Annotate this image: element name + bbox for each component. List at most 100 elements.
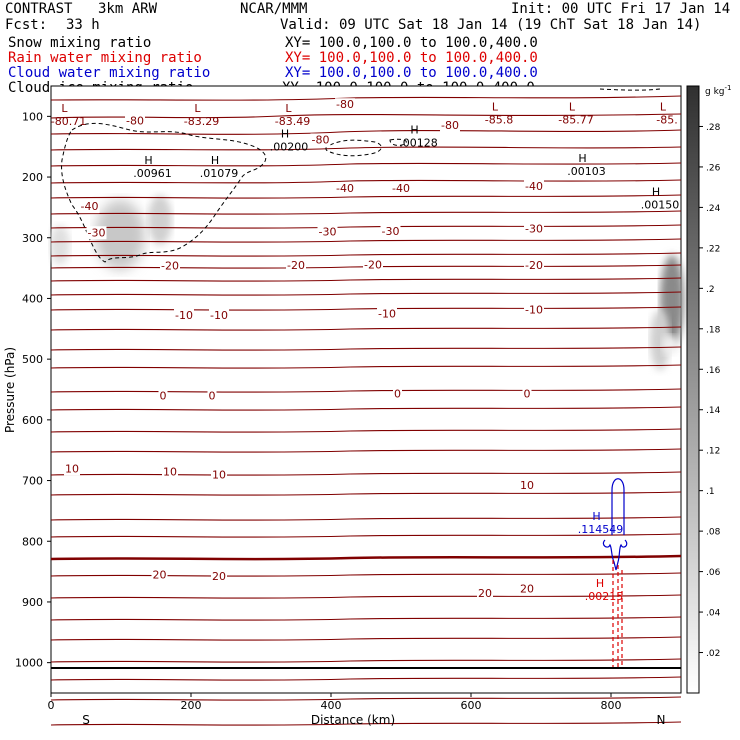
cloud-water-maximum-value: .114549 bbox=[578, 523, 624, 536]
temperature-contour-label: -20 bbox=[287, 259, 305, 272]
ice-maximum-letter: H bbox=[211, 154, 219, 167]
snow-shading bbox=[662, 335, 678, 355]
colorbar-tick-label: .06 bbox=[706, 568, 721, 578]
temperature-contour-label: 20 bbox=[520, 583, 534, 596]
temperature-contour-label: -80 bbox=[126, 115, 144, 128]
temperature-contour-label: 10 bbox=[520, 479, 534, 492]
ice-maximum-value: .01079 bbox=[200, 167, 239, 180]
temperature-contour-label: 20 bbox=[212, 570, 226, 583]
y-axis-title: Pressure (hPa) bbox=[3, 347, 17, 433]
field-cloudwater-name: Cloud water mixing ratio bbox=[8, 65, 211, 81]
x-end-label-south: S bbox=[82, 713, 90, 727]
temperature-contour-label: -80 bbox=[336, 98, 354, 111]
colorbar-tick-label: .14 bbox=[706, 406, 721, 416]
y-tick-label: 1000 bbox=[15, 657, 43, 670]
temperature-contour-label: -40 bbox=[336, 182, 354, 195]
field-snow-name: Snow mixing ratio bbox=[8, 35, 152, 51]
ice-maximum-letter: H bbox=[144, 154, 152, 167]
temperature-contour-label: -40 bbox=[392, 182, 410, 195]
x-axis-title: Distance (km) bbox=[311, 713, 395, 727]
temperature-contour-label: -30 bbox=[525, 223, 543, 236]
snow-shading bbox=[650, 310, 670, 370]
temperature-contour-label: -40 bbox=[525, 180, 543, 193]
cloud-ice-contours bbox=[61, 88, 661, 263]
snow-shading bbox=[148, 195, 172, 245]
rain-water-maximum-value: .00215 bbox=[585, 590, 624, 603]
x-tick-label: 0 bbox=[48, 699, 55, 712]
colorbar-tick-label: .22 bbox=[706, 244, 720, 254]
ice-maximum-value: .00103 bbox=[567, 165, 606, 178]
colorbar-tick-label: .26 bbox=[706, 163, 721, 173]
snow-shading bbox=[50, 225, 70, 265]
cloud-water-contours bbox=[602, 478, 628, 571]
fcst-label: Fcst: bbox=[5, 17, 48, 33]
temperature-contour-label: -40 bbox=[81, 200, 99, 213]
colorbar-tick-label: .18 bbox=[706, 325, 721, 335]
colorbar-tick-label: .24 bbox=[706, 204, 721, 214]
temperature-contour-label: -20 bbox=[161, 260, 179, 273]
temperature-minimum-letter: L bbox=[285, 102, 292, 115]
snow-shading bbox=[95, 200, 145, 270]
colorbar-tick-label: .04 bbox=[706, 609, 721, 619]
temperature-minimum-value: -83.49 bbox=[275, 115, 310, 128]
temperature-minimum-letter: L bbox=[61, 102, 68, 115]
colorbar-tick-label: .16 bbox=[706, 366, 721, 376]
temperature-minimum-letter: L bbox=[194, 102, 201, 115]
center-label: NCAR/MMM bbox=[240, 1, 308, 17]
temperature-contour-label: -80 bbox=[312, 133, 330, 146]
field-rain-name: Rain water mixing ratio bbox=[8, 50, 202, 66]
y-tick-label: 300 bbox=[22, 232, 43, 245]
project-label: CONTRAST bbox=[5, 1, 73, 17]
fcst-value: 33 h bbox=[66, 17, 100, 33]
y-tick-label: 900 bbox=[22, 596, 43, 609]
ice-maximum-letter: H bbox=[410, 123, 418, 136]
rain-water-contours bbox=[612, 560, 623, 668]
temperature-contour-label: 0 bbox=[160, 390, 167, 403]
temperature-contour-label: 20 bbox=[478, 587, 492, 600]
temperature-contour-label: -30 bbox=[319, 226, 337, 239]
x-end-label-north: N bbox=[657, 713, 666, 727]
temperature-contour-label: -10 bbox=[210, 309, 228, 322]
colorbar-tick-label: .1 bbox=[706, 487, 715, 497]
colorbar-tick-label: .02 bbox=[706, 649, 720, 659]
temperature-minimum-value: -83.29 bbox=[184, 115, 219, 128]
temperature-contour-label: 0 bbox=[209, 390, 216, 403]
y-tick-label: 100 bbox=[22, 110, 43, 123]
y-tick-label: 700 bbox=[22, 475, 43, 488]
ice-maximum-value: .00128 bbox=[399, 136, 438, 149]
temperature-minimum-value: -85.8 bbox=[485, 113, 513, 126]
temperature-contour-label: -20 bbox=[525, 259, 543, 272]
field-cloudwater-xy: XY= 100.0,100.0 to 100.0,400.0 bbox=[285, 65, 538, 81]
x-tick-label: 600 bbox=[461, 699, 482, 712]
y-tick-label: 400 bbox=[22, 292, 43, 305]
field-rain-xy: XY= 100.0,100.0 to 100.0,400.0 bbox=[285, 50, 538, 66]
temperature-contour-label: -20 bbox=[364, 258, 382, 271]
ice-maximum-letter: H bbox=[281, 128, 289, 141]
temperature-contour-label: 0 bbox=[394, 388, 401, 401]
temperature-contour-label: -30 bbox=[88, 226, 106, 239]
temperature-contour-label: 10 bbox=[212, 468, 226, 481]
temperature-minimum-letter: L bbox=[492, 100, 499, 113]
y-tick-label: 800 bbox=[22, 535, 43, 548]
temperature-contour-label: -10 bbox=[525, 303, 543, 316]
colorbar-tick-label: .2 bbox=[706, 285, 715, 295]
temperature-contour-label: -10 bbox=[175, 309, 193, 322]
y-tick-label: 500 bbox=[22, 353, 43, 366]
temperature-contour-label: -30 bbox=[382, 225, 400, 238]
ice-maximum-value: .00200 bbox=[270, 141, 309, 154]
ice-maximum-value: .00961 bbox=[133, 167, 172, 180]
colorbar bbox=[686, 85, 700, 694]
temperature-contour-label: 10 bbox=[65, 462, 79, 475]
ice-maximum-value: .00150 bbox=[641, 198, 680, 211]
colorbar-unit: g kg-1 bbox=[705, 84, 731, 97]
plot-area bbox=[50, 85, 682, 694]
y-tick-label: 600 bbox=[22, 414, 43, 427]
temperature-minimum-value: -80.71 bbox=[51, 115, 86, 128]
colorbar-tick-label: .28 bbox=[706, 123, 721, 133]
temperature-contour-label: -80 bbox=[441, 119, 459, 132]
freezing-level-line bbox=[50, 554, 682, 561]
temperature-minimum-letter: L bbox=[569, 100, 576, 113]
temperature-minimum-letter: L bbox=[660, 100, 667, 113]
rain-water-maximum-letter: H bbox=[596, 577, 604, 590]
